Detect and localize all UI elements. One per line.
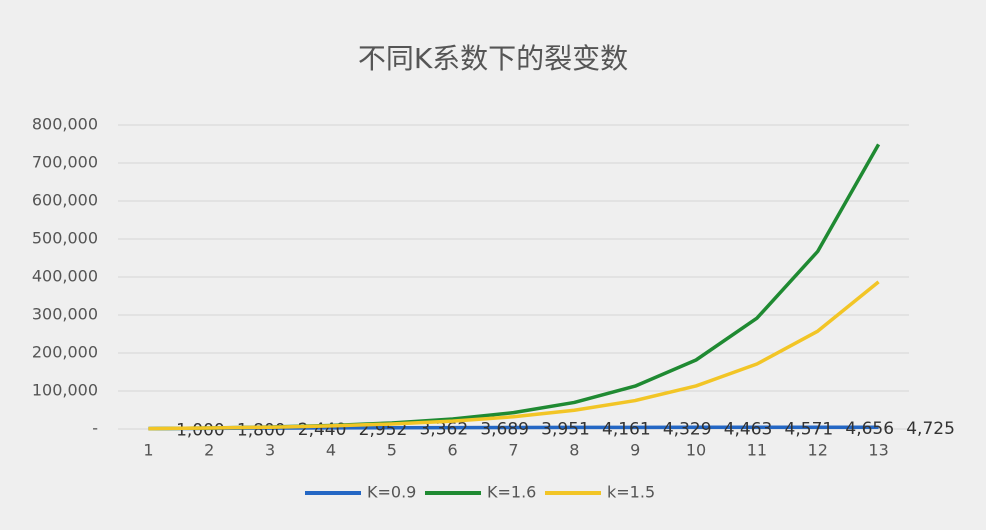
x-tick-label: 3 bbox=[265, 441, 275, 460]
data-label: 1,800 bbox=[237, 420, 286, 440]
x-tick-label: 5 bbox=[387, 441, 397, 460]
data-label: 3,689 bbox=[480, 420, 529, 440]
y-tick-label: 600,000 bbox=[32, 191, 98, 210]
y-tick-label: 300,000 bbox=[32, 305, 98, 324]
data-label: 3,362 bbox=[419, 420, 468, 440]
y-tick-label: 800,000 bbox=[32, 115, 98, 134]
data-label: 4,161 bbox=[602, 419, 651, 439]
y-tick-label: 400,000 bbox=[32, 267, 98, 286]
y-tick-label: 100,000 bbox=[32, 381, 98, 400]
data-label: 1,000 bbox=[176, 421, 225, 441]
data-label: 3,951 bbox=[541, 419, 590, 439]
x-tick-label: 12 bbox=[808, 441, 828, 460]
x-tick-label: 1 bbox=[143, 441, 153, 460]
x-tick-label: 13 bbox=[868, 441, 888, 460]
legend-label: K=1.6 bbox=[487, 483, 536, 502]
y-tick-label: - bbox=[92, 419, 98, 438]
data-label: 4,571 bbox=[785, 419, 834, 439]
data-label: 2,440 bbox=[298, 420, 347, 440]
x-tick-label: 7 bbox=[508, 441, 518, 460]
x-tick-label: 4 bbox=[326, 441, 336, 460]
data-label: 4,463 bbox=[724, 419, 773, 439]
y-tick-label: 700,000 bbox=[32, 153, 98, 172]
x-tick-label: 8 bbox=[569, 441, 579, 460]
data-label: 4,725 bbox=[906, 419, 955, 439]
data-label: 4,656 bbox=[845, 419, 894, 439]
x-tick-label: 6 bbox=[448, 441, 458, 460]
x-tick-label: 11 bbox=[747, 441, 767, 460]
y-tick-label: 200,000 bbox=[32, 343, 98, 362]
y-tick-label: 500,000 bbox=[32, 229, 98, 248]
legend-label: k=1.5 bbox=[607, 483, 655, 502]
series-line bbox=[148, 143, 881, 431]
data-label: 4,329 bbox=[663, 419, 712, 439]
x-tick-label: 9 bbox=[630, 441, 640, 460]
x-tick-label: 10 bbox=[686, 441, 706, 460]
legend-label: K=0.9 bbox=[367, 483, 416, 502]
chart-title: 不同K系数下的裂变数 bbox=[358, 42, 628, 75]
x-tick-label: 2 bbox=[204, 441, 214, 460]
series-line bbox=[148, 280, 880, 431]
